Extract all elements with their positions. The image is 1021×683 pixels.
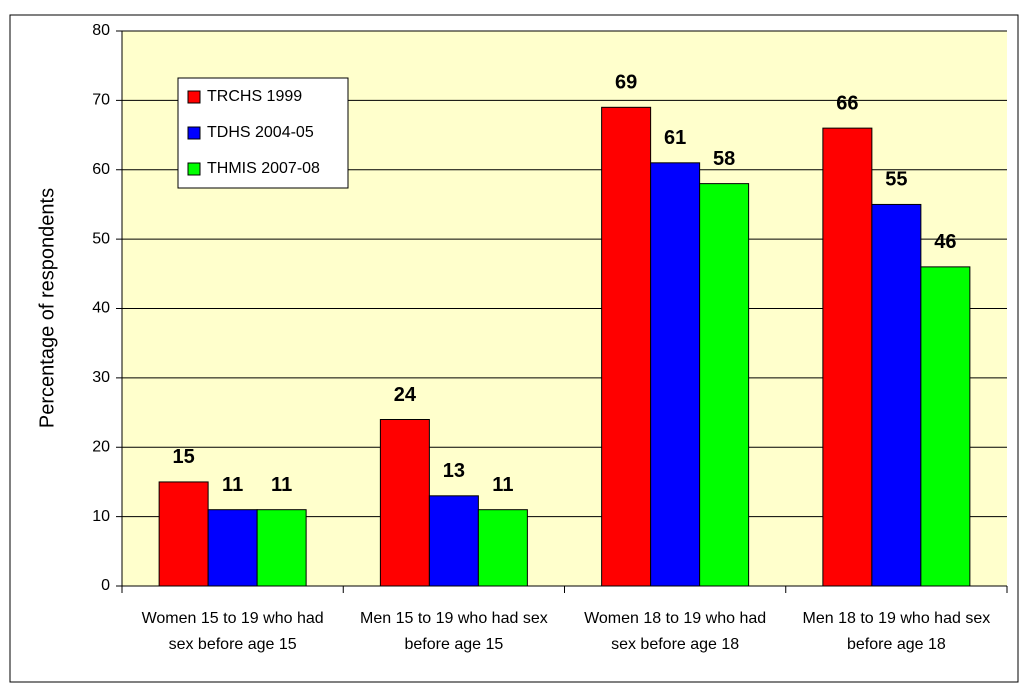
data-label: 13 xyxy=(443,460,465,482)
bar xyxy=(428,495,479,587)
bar xyxy=(920,266,971,587)
bar xyxy=(650,162,701,587)
data-label: 11 xyxy=(271,474,292,496)
y-tick-label: 40 xyxy=(92,300,110,317)
legend-label: THMIS 2007-08 xyxy=(207,160,320,177)
y-tick-label: 80 xyxy=(92,22,110,39)
y-axis-label: Percentage of respondents xyxy=(36,188,58,428)
y-tick-label: 70 xyxy=(92,92,110,109)
bar xyxy=(601,106,652,587)
bar xyxy=(822,127,873,587)
bar xyxy=(256,509,307,587)
data-label: 61 xyxy=(664,127,686,149)
legend-swatch xyxy=(187,126,201,140)
x-tick-label: Men 18 to 19 who had sex before age 18 xyxy=(802,610,991,653)
x-tick-label: Women 15 to 19 who had sex before age 15 xyxy=(141,610,324,653)
legend xyxy=(177,77,349,189)
legend-swatch xyxy=(187,162,201,176)
x-tick-label: Men 15 to 19 who had sex before age 15 xyxy=(360,610,548,653)
bar xyxy=(871,203,922,587)
legend-label: TRCHS 1999 xyxy=(207,88,302,105)
data-label: 15 xyxy=(173,446,195,468)
y-tick-label: 50 xyxy=(92,230,110,247)
bar xyxy=(379,419,430,587)
bar xyxy=(158,481,209,587)
y-tick-label: 60 xyxy=(92,161,110,178)
data-label: 69 xyxy=(615,72,637,94)
data-label: 55 xyxy=(885,169,907,191)
bar xyxy=(477,509,528,587)
data-label: 11 xyxy=(492,474,513,496)
y-tick-label: 10 xyxy=(92,508,110,525)
legend-label: TDHS 2004-05 xyxy=(207,124,314,141)
data-label: 66 xyxy=(836,92,858,114)
y-tick-label: 0 xyxy=(101,577,110,594)
x-tick-label: Women 18 to 19 who had sex before age 18 xyxy=(584,610,767,653)
y-tick-label: 30 xyxy=(92,369,110,386)
data-label: 11 xyxy=(222,474,243,496)
bar xyxy=(699,183,750,587)
legend-swatch xyxy=(187,90,201,104)
y-tick-label: 20 xyxy=(92,438,110,455)
bar xyxy=(207,509,258,587)
data-label: 58 xyxy=(713,148,735,170)
data-label: 46 xyxy=(934,231,956,253)
data-label: 24 xyxy=(394,384,417,406)
